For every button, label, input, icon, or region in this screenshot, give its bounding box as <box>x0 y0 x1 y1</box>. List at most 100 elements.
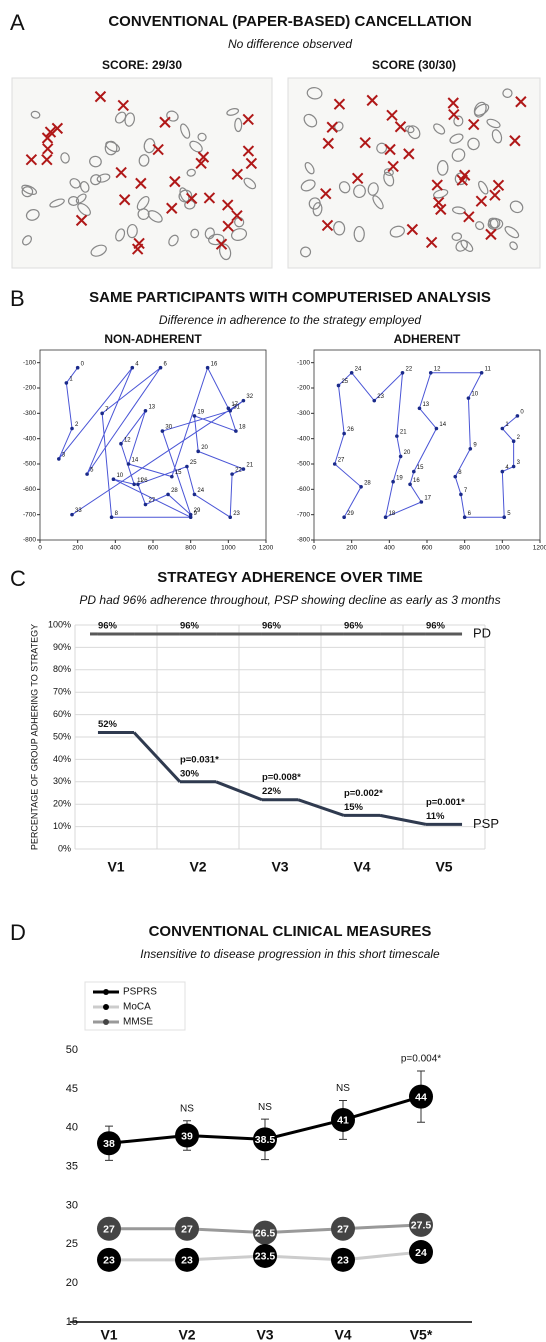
trail-point <box>228 515 233 519</box>
trail-point <box>462 515 467 519</box>
marker <box>97 1216 121 1241</box>
marker <box>97 1131 121 1156</box>
cross-mark <box>432 196 445 209</box>
marker-label: 26.5 <box>255 1227 276 1239</box>
trail-point <box>453 474 458 479</box>
y-tick-label: 20 <box>66 1277 78 1289</box>
cross-mark <box>321 219 334 232</box>
point-label: 26 <box>347 427 354 433</box>
y-tick-label: 20% <box>53 799 71 809</box>
target-item <box>166 110 179 122</box>
target-item <box>475 221 485 231</box>
trail-point <box>511 464 516 469</box>
point-label: 21 <box>246 463 253 469</box>
point-label: 7 <box>464 488 468 494</box>
y-tick-label: 50% <box>53 731 71 741</box>
y-tick-label: 100% <box>48 619 71 629</box>
legend-marker <box>103 1004 109 1010</box>
target-item <box>49 198 65 208</box>
target-item <box>226 108 240 116</box>
target-item <box>383 171 395 187</box>
trail-point <box>395 434 399 438</box>
target-item <box>504 226 520 239</box>
target-item <box>367 182 379 196</box>
point-label: 29 <box>194 508 201 514</box>
target-item <box>486 118 501 129</box>
trail-point <box>500 469 505 474</box>
target-item <box>168 234 179 247</box>
target-item <box>90 174 102 186</box>
legend-marker <box>103 989 109 995</box>
y-tick-label: -800 <box>297 537 310 544</box>
target-item <box>478 180 489 195</box>
marker-label: 23 <box>337 1255 349 1267</box>
point-label: 28 <box>364 480 371 486</box>
cross-mark <box>159 116 171 128</box>
trail-point <box>230 472 234 476</box>
point-label: 25 <box>190 460 197 466</box>
cross-mark <box>222 220 234 232</box>
cross-mark <box>406 223 419 236</box>
target-item <box>433 188 449 199</box>
panel-label: C <box>10 566 26 591</box>
point-label: 11 <box>485 366 492 372</box>
value-label: 96% <box>98 620 118 631</box>
x-tick-label: 800 <box>459 545 470 552</box>
marker-label: 24 <box>415 1247 427 1259</box>
x-tick-label: V5* <box>410 1327 433 1342</box>
x-tick-label: 200 <box>346 545 357 552</box>
y-tick-label: 0% <box>58 843 71 853</box>
series-label: PSP <box>473 816 499 831</box>
trail-point <box>192 492 197 497</box>
point-label: 27 <box>148 498 155 504</box>
point-label: 5 <box>507 511 511 517</box>
target-item <box>25 209 40 221</box>
point-label: 32 <box>246 394 253 400</box>
trail-point <box>412 469 416 474</box>
trail-point <box>342 515 346 519</box>
point-label: 31 <box>233 404 240 410</box>
x-tick-label: 1000 <box>221 545 236 552</box>
trail-point <box>192 414 197 418</box>
marker-label: 23 <box>181 1255 193 1267</box>
point-label: 23 <box>233 511 240 517</box>
cross-mark <box>231 168 244 181</box>
point-label: 18 <box>239 425 246 431</box>
marker <box>331 1247 355 1272</box>
panel-subtitle: Difference in adherence to the strategy … <box>159 313 421 327</box>
cross-mark <box>185 192 198 205</box>
cross-mark <box>135 177 147 190</box>
trail-point <box>511 439 516 444</box>
x-tick-label: 400 <box>110 545 121 552</box>
target-item <box>60 152 70 164</box>
trail-point <box>434 426 439 431</box>
y-tick-label: 30% <box>53 776 71 786</box>
cross-mark <box>475 195 488 207</box>
cross-mark <box>75 214 88 227</box>
marker-label: 23.5 <box>255 1251 276 1263</box>
target-item <box>75 193 87 204</box>
trail-point <box>126 462 131 466</box>
target-item <box>124 112 135 127</box>
target-item <box>96 173 111 183</box>
target-item <box>189 140 203 153</box>
legend-label: MoCA <box>123 1002 151 1013</box>
target-item <box>455 239 468 252</box>
point-label: 13 <box>148 404 155 410</box>
target-item <box>21 184 38 195</box>
cross-mark <box>394 121 407 133</box>
cross-mark <box>326 121 338 133</box>
value-label: 96% <box>180 620 200 631</box>
y-tick-label: -600 <box>297 486 310 493</box>
target-item <box>208 233 225 246</box>
target-item <box>79 181 90 193</box>
x-tick-label: 0 <box>312 545 316 552</box>
trail-point <box>428 371 433 375</box>
significance: NS <box>336 1083 350 1094</box>
marker <box>175 1247 199 1272</box>
marker <box>253 1127 277 1152</box>
cross-mark <box>117 99 129 112</box>
target-item <box>303 113 318 128</box>
marker <box>253 1243 277 1268</box>
trail-point <box>479 371 484 375</box>
